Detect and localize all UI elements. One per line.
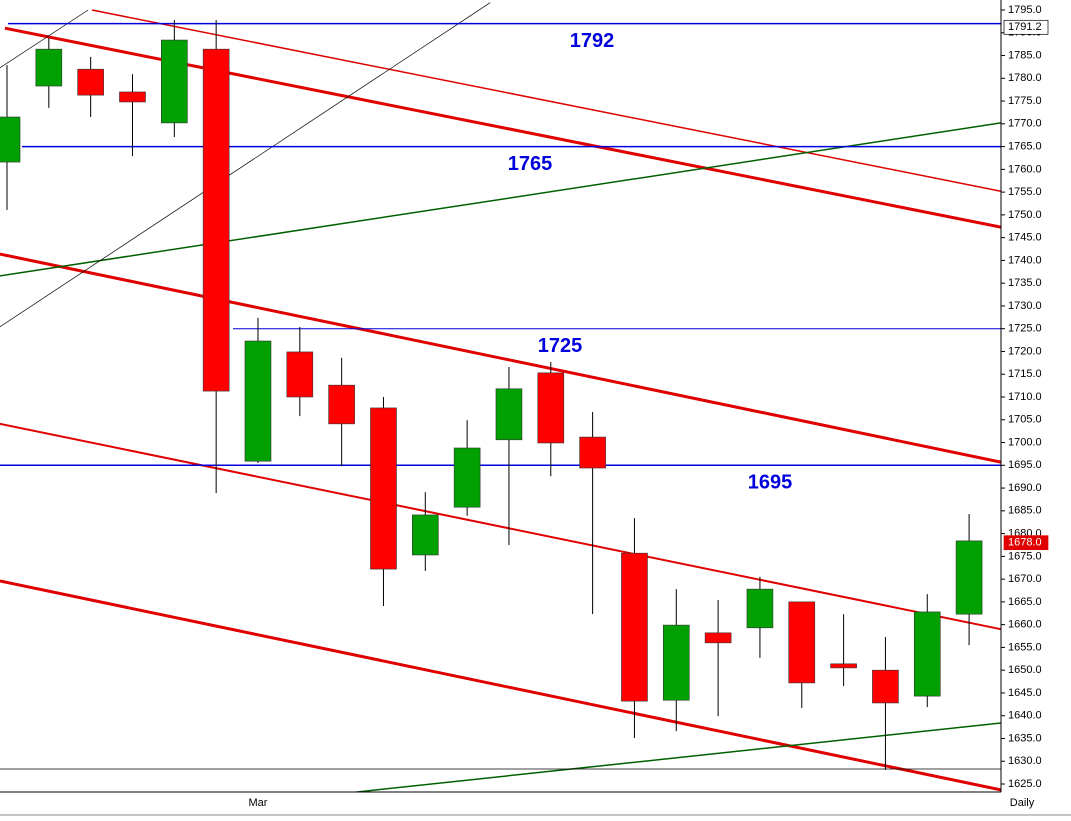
price-marker-label: 1791.2 xyxy=(1008,21,1042,33)
price-marker xyxy=(1003,535,1049,551)
trendline xyxy=(0,9,89,69)
y-tick-label: 1660.0 xyxy=(1008,619,1042,631)
y-tick-label: 1785.0 xyxy=(1008,49,1042,61)
candle-body xyxy=(453,447,481,508)
y-tick-label: 1725.0 xyxy=(1008,323,1042,335)
plot-area xyxy=(0,2,1001,792)
candle-body xyxy=(328,384,355,425)
level-label: 1695 xyxy=(748,472,793,494)
trendline xyxy=(0,579,1001,792)
y-tick-label: 1650.0 xyxy=(1008,664,1042,676)
y-tick-label: 1750.0 xyxy=(1008,209,1042,221)
candle-body xyxy=(788,601,816,684)
trendline xyxy=(0,2,491,328)
y-tick-label: 1765.0 xyxy=(1008,140,1042,152)
y-tick-label: 1740.0 xyxy=(1008,254,1042,266)
y-tick-label: 1640.0 xyxy=(1008,710,1042,722)
y-tick-label: 1685.0 xyxy=(1008,505,1042,517)
candle-body xyxy=(704,632,732,644)
trendline xyxy=(0,122,1001,277)
candle-body xyxy=(621,552,648,702)
y-tick-label: 1760.0 xyxy=(1008,163,1042,175)
candle-body xyxy=(202,48,230,392)
y-tick-label: 1735.0 xyxy=(1008,277,1042,289)
x-tick-label: Mar xyxy=(249,797,268,809)
y-tick-label: 1645.0 xyxy=(1008,687,1042,699)
candle-body xyxy=(77,68,104,96)
candle-body xyxy=(662,624,690,701)
y-tick-label: 1630.0 xyxy=(1008,755,1042,767)
candle-body xyxy=(955,540,983,615)
candle-body xyxy=(411,514,439,556)
trendline xyxy=(354,722,1001,792)
y-tick-label: 1635.0 xyxy=(1008,732,1042,744)
candle-body xyxy=(161,39,188,124)
y-tick-label: 1770.0 xyxy=(1008,118,1042,130)
y-tick-label: 1730.0 xyxy=(1008,300,1042,312)
level-label: 1765 xyxy=(508,153,553,175)
candle-body xyxy=(119,91,146,103)
candle-body xyxy=(244,340,272,462)
candle-body xyxy=(495,388,523,441)
candle-body xyxy=(286,351,314,398)
y-tick-label: 1665.0 xyxy=(1008,596,1042,608)
candle-body xyxy=(913,611,941,697)
y-tick-label: 1670.0 xyxy=(1008,573,1042,585)
level-label: 1725 xyxy=(538,335,583,357)
y-tick-label: 1690.0 xyxy=(1008,482,1042,494)
y-tick-label: 1625.0 xyxy=(1008,778,1042,790)
y-tick-label: 1755.0 xyxy=(1008,186,1042,198)
candle-body xyxy=(0,116,21,163)
trendline xyxy=(0,422,1001,631)
level-label: 1792 xyxy=(570,30,615,52)
candle-body xyxy=(872,669,899,704)
candle-body xyxy=(35,48,63,87)
candle-body xyxy=(370,407,397,570)
y-tick-label: 1745.0 xyxy=(1008,232,1042,244)
y-tick-label: 1795.0 xyxy=(1008,4,1042,16)
y-tick-label: 1715.0 xyxy=(1008,368,1042,380)
y-tick-label: 1775.0 xyxy=(1008,95,1042,107)
y-tick-label: 1675.0 xyxy=(1008,550,1042,562)
candle-body xyxy=(830,663,857,669)
y-tick-label: 1700.0 xyxy=(1008,436,1042,448)
trendline xyxy=(0,252,1001,464)
y-tick-label: 1710.0 xyxy=(1008,391,1042,403)
y-tick-label: 1695.0 xyxy=(1008,459,1042,471)
y-tick-label: 1780.0 xyxy=(1008,72,1042,84)
trendline xyxy=(91,9,1001,192)
y-tick-label: 1655.0 xyxy=(1008,641,1042,653)
candle-body xyxy=(537,372,565,444)
price-marker-label: 1678.0 xyxy=(1008,537,1042,549)
candle-body xyxy=(579,436,606,469)
y-tick-label: 1705.0 xyxy=(1008,414,1042,426)
y-tick-label: 1720.0 xyxy=(1008,345,1042,357)
x-axis-label: Daily xyxy=(1010,797,1035,809)
price-marker xyxy=(1003,19,1049,35)
candle-body xyxy=(746,588,774,629)
